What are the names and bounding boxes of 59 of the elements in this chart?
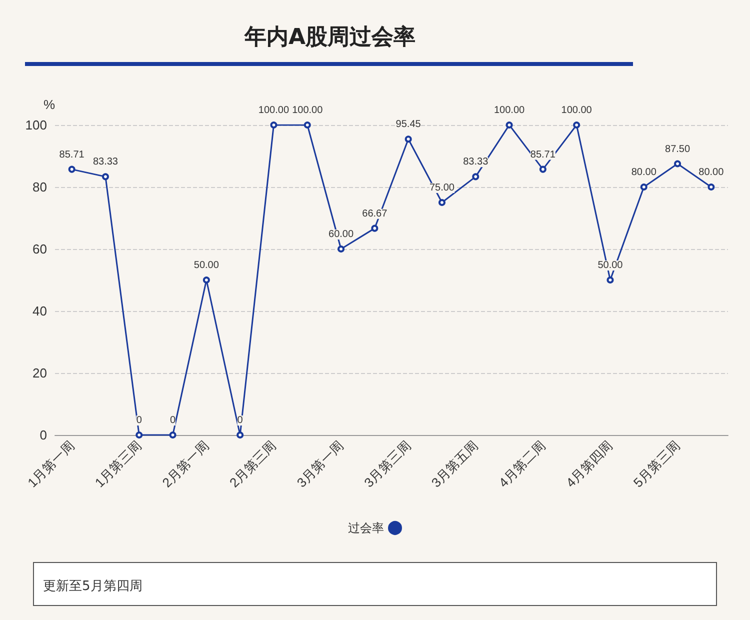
point xyxy=(438,199,446,206)
data-label: 0 xyxy=(170,415,176,426)
point xyxy=(674,160,682,168)
point xyxy=(236,432,244,438)
data-label: 85.71 xyxy=(59,149,85,160)
data-label: 87.50 xyxy=(665,144,690,155)
data-label: 100.00 xyxy=(561,105,592,116)
data-label: 0 xyxy=(237,415,244,426)
x-tick-label: 1月第三周 xyxy=(92,438,144,490)
point xyxy=(573,122,580,128)
data-label: 80.00 xyxy=(631,167,657,178)
text: 更新至5月第四周 xyxy=(33,562,717,606)
y-tick-label: 20 xyxy=(32,366,47,380)
data-label: 85.71 xyxy=(530,149,556,160)
data-label: 0 xyxy=(136,415,142,426)
point xyxy=(640,184,648,190)
data-label: 60.00 xyxy=(328,229,354,240)
point xyxy=(202,276,210,284)
x-tick-label: 4月第四周 xyxy=(563,438,616,490)
point xyxy=(270,122,278,128)
data-label: 80.00 xyxy=(698,167,724,178)
data-label: 100.00 xyxy=(258,105,290,116)
point xyxy=(472,173,480,180)
x-tick-label: 4月第二周 xyxy=(496,438,548,490)
y-axis-title: % xyxy=(43,97,56,112)
x-tick-label: 3月第一周 xyxy=(294,438,346,490)
data-label: 100.00 xyxy=(494,105,526,116)
data-label: 83.33 xyxy=(92,156,118,168)
point xyxy=(708,184,715,190)
x-tick-label: 2月第三周 xyxy=(226,438,280,490)
x-tick-label: 3月第三周 xyxy=(361,438,414,490)
x-tick-label: 5月第三周 xyxy=(630,438,683,490)
y-tick-label: 100 xyxy=(25,118,47,132)
y-tick-label: 40 xyxy=(32,304,47,318)
point xyxy=(68,166,76,173)
data-label: 95.45 xyxy=(396,119,422,130)
point xyxy=(404,136,412,143)
point xyxy=(102,173,109,180)
data-label: 50.00 xyxy=(598,260,624,271)
data-label: 83.33 xyxy=(463,156,489,168)
point xyxy=(371,224,378,232)
data-label: 100.00 xyxy=(292,105,324,116)
y-tick-label: 0 xyxy=(40,428,47,442)
data-label: 66.67 xyxy=(362,208,388,220)
x-tick-label: 2月第一周 xyxy=(159,438,212,490)
chart-title: 年内A股周过会率 xyxy=(243,24,417,52)
point xyxy=(136,432,143,438)
data-label: 50.00 xyxy=(194,260,220,271)
data-label: 75.00 xyxy=(429,182,455,194)
point xyxy=(304,122,311,128)
point xyxy=(338,246,345,252)
legend-label: 过会率 xyxy=(348,521,384,535)
x-tick-label: 3月第五周 xyxy=(428,438,481,490)
point xyxy=(539,166,546,173)
point xyxy=(606,276,614,284)
point xyxy=(169,432,176,438)
y-tick-label: 60 xyxy=(32,242,47,256)
point xyxy=(506,122,513,128)
y-tick-label: 80 xyxy=(32,180,47,194)
